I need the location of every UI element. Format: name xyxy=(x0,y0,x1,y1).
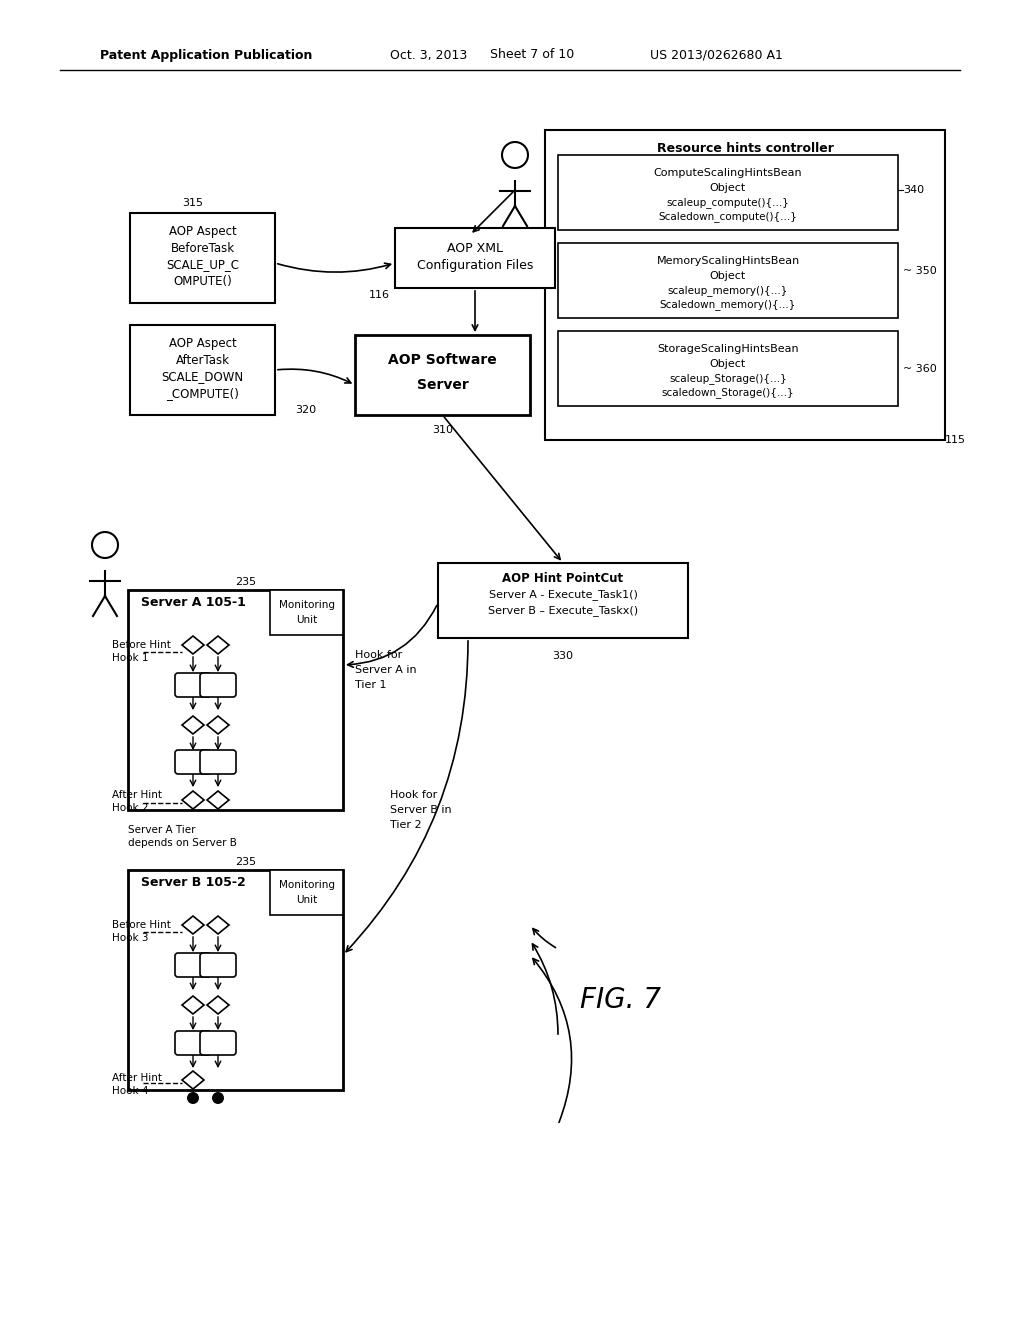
Text: BeforeTask: BeforeTask xyxy=(170,242,234,255)
Text: Unit: Unit xyxy=(296,615,317,624)
Text: Hook 3: Hook 3 xyxy=(112,933,148,942)
Text: Hook for: Hook for xyxy=(355,649,402,660)
Text: Server B in: Server B in xyxy=(390,805,452,814)
Text: FIG. 7: FIG. 7 xyxy=(580,986,660,1014)
Text: Hook 4: Hook 4 xyxy=(112,1086,148,1096)
Text: scaledown_Storage(){...}: scaledown_Storage(){...} xyxy=(662,388,795,399)
Text: Scaledown_compute(){...}: Scaledown_compute(){...} xyxy=(658,211,798,223)
Text: SCALE_UP_C: SCALE_UP_C xyxy=(166,259,239,272)
Text: Server A Tier: Server A Tier xyxy=(128,825,196,836)
Text: ~ 360: ~ 360 xyxy=(903,364,937,374)
FancyBboxPatch shape xyxy=(175,750,211,774)
Text: US 2013/0262680 A1: US 2013/0262680 A1 xyxy=(650,49,783,62)
Text: AOP Hint PointCut: AOP Hint PointCut xyxy=(503,572,624,585)
Circle shape xyxy=(212,1092,224,1104)
Text: Oct. 3, 2013: Oct. 3, 2013 xyxy=(390,49,467,62)
FancyBboxPatch shape xyxy=(200,953,236,977)
Text: MemoryScalingHintsBean: MemoryScalingHintsBean xyxy=(656,256,800,267)
Text: Resource hints controller: Resource hints controller xyxy=(656,141,834,154)
Text: AOP Aspect: AOP Aspect xyxy=(169,224,237,238)
Text: Object: Object xyxy=(710,271,746,281)
Text: Hook for: Hook for xyxy=(390,789,437,800)
Text: Monitoring: Monitoring xyxy=(279,880,335,890)
Text: 340: 340 xyxy=(903,185,924,195)
Bar xyxy=(558,243,898,318)
Text: 315: 315 xyxy=(182,198,203,209)
Text: scaleup_Storage(){...}: scaleup_Storage(){...} xyxy=(669,374,786,384)
FancyBboxPatch shape xyxy=(200,1031,236,1055)
Text: Configuration Files: Configuration Files xyxy=(417,260,534,272)
Text: Unit: Unit xyxy=(296,895,317,906)
Text: Server A in: Server A in xyxy=(355,665,417,675)
Text: Object: Object xyxy=(710,359,746,370)
Text: 235: 235 xyxy=(234,857,256,867)
Text: SCALE_DOWN: SCALE_DOWN xyxy=(162,371,244,384)
Text: AfterTask: AfterTask xyxy=(175,354,229,367)
Text: scaleup_memory(){...}: scaleup_memory(){...} xyxy=(668,285,788,297)
Text: Server B – Execute_Taskx(): Server B – Execute_Taskx() xyxy=(488,606,638,616)
Text: 330: 330 xyxy=(553,651,573,661)
Text: Object: Object xyxy=(710,183,746,193)
Bar xyxy=(270,590,343,635)
Bar xyxy=(270,870,343,915)
Text: scaleup_compute(){...}: scaleup_compute(){...} xyxy=(667,198,790,209)
Bar xyxy=(128,870,343,1090)
FancyBboxPatch shape xyxy=(175,953,211,977)
Circle shape xyxy=(187,1092,199,1104)
Text: Server B 105-2: Server B 105-2 xyxy=(140,876,246,890)
Text: StorageScalingHintsBean: StorageScalingHintsBean xyxy=(657,345,799,354)
Bar xyxy=(355,335,530,414)
Bar xyxy=(395,228,555,288)
Bar xyxy=(438,564,688,638)
Text: 310: 310 xyxy=(432,425,453,436)
Text: AOP XML: AOP XML xyxy=(447,242,503,255)
Text: 116: 116 xyxy=(369,290,390,300)
Text: Before Hint: Before Hint xyxy=(112,640,171,649)
Text: Hook 1: Hook 1 xyxy=(112,653,148,663)
FancyBboxPatch shape xyxy=(175,673,211,697)
Text: Tier 2: Tier 2 xyxy=(390,820,422,830)
Text: 320: 320 xyxy=(295,405,316,414)
Text: Server A 105-1: Server A 105-1 xyxy=(140,597,246,610)
Text: _COMPUTE(): _COMPUTE() xyxy=(166,388,239,400)
Text: Server A - Execute_Task1(): Server A - Execute_Task1() xyxy=(488,590,637,601)
Bar xyxy=(558,154,898,230)
Bar xyxy=(545,129,945,440)
Text: After Hint: After Hint xyxy=(112,1073,162,1082)
Text: Patent Application Publication: Patent Application Publication xyxy=(100,49,312,62)
Bar xyxy=(130,325,275,414)
Text: After Hint: After Hint xyxy=(112,789,162,800)
Text: 115: 115 xyxy=(945,436,966,445)
Text: Scaledown_memory(){...}: Scaledown_memory(){...} xyxy=(659,300,797,310)
Text: Monitoring: Monitoring xyxy=(279,601,335,610)
FancyBboxPatch shape xyxy=(200,750,236,774)
Text: depends on Server B: depends on Server B xyxy=(128,838,237,847)
Text: Before Hint: Before Hint xyxy=(112,920,171,931)
Text: 235: 235 xyxy=(234,577,256,587)
Text: Sheet 7 of 10: Sheet 7 of 10 xyxy=(490,49,574,62)
FancyBboxPatch shape xyxy=(175,1031,211,1055)
Bar xyxy=(128,590,343,810)
Text: ~ 350: ~ 350 xyxy=(903,267,937,276)
Text: AOP Software: AOP Software xyxy=(388,352,497,367)
Text: Server: Server xyxy=(417,378,468,392)
Text: OMPUTE(): OMPUTE() xyxy=(173,276,231,289)
FancyBboxPatch shape xyxy=(200,673,236,697)
Bar xyxy=(558,331,898,407)
Bar xyxy=(130,213,275,304)
Text: AOP Aspect: AOP Aspect xyxy=(169,337,237,350)
Text: Hook 2: Hook 2 xyxy=(112,803,148,813)
Text: ComputeScalingHintsBean: ComputeScalingHintsBean xyxy=(653,168,803,178)
Text: Tier 1: Tier 1 xyxy=(355,680,386,690)
